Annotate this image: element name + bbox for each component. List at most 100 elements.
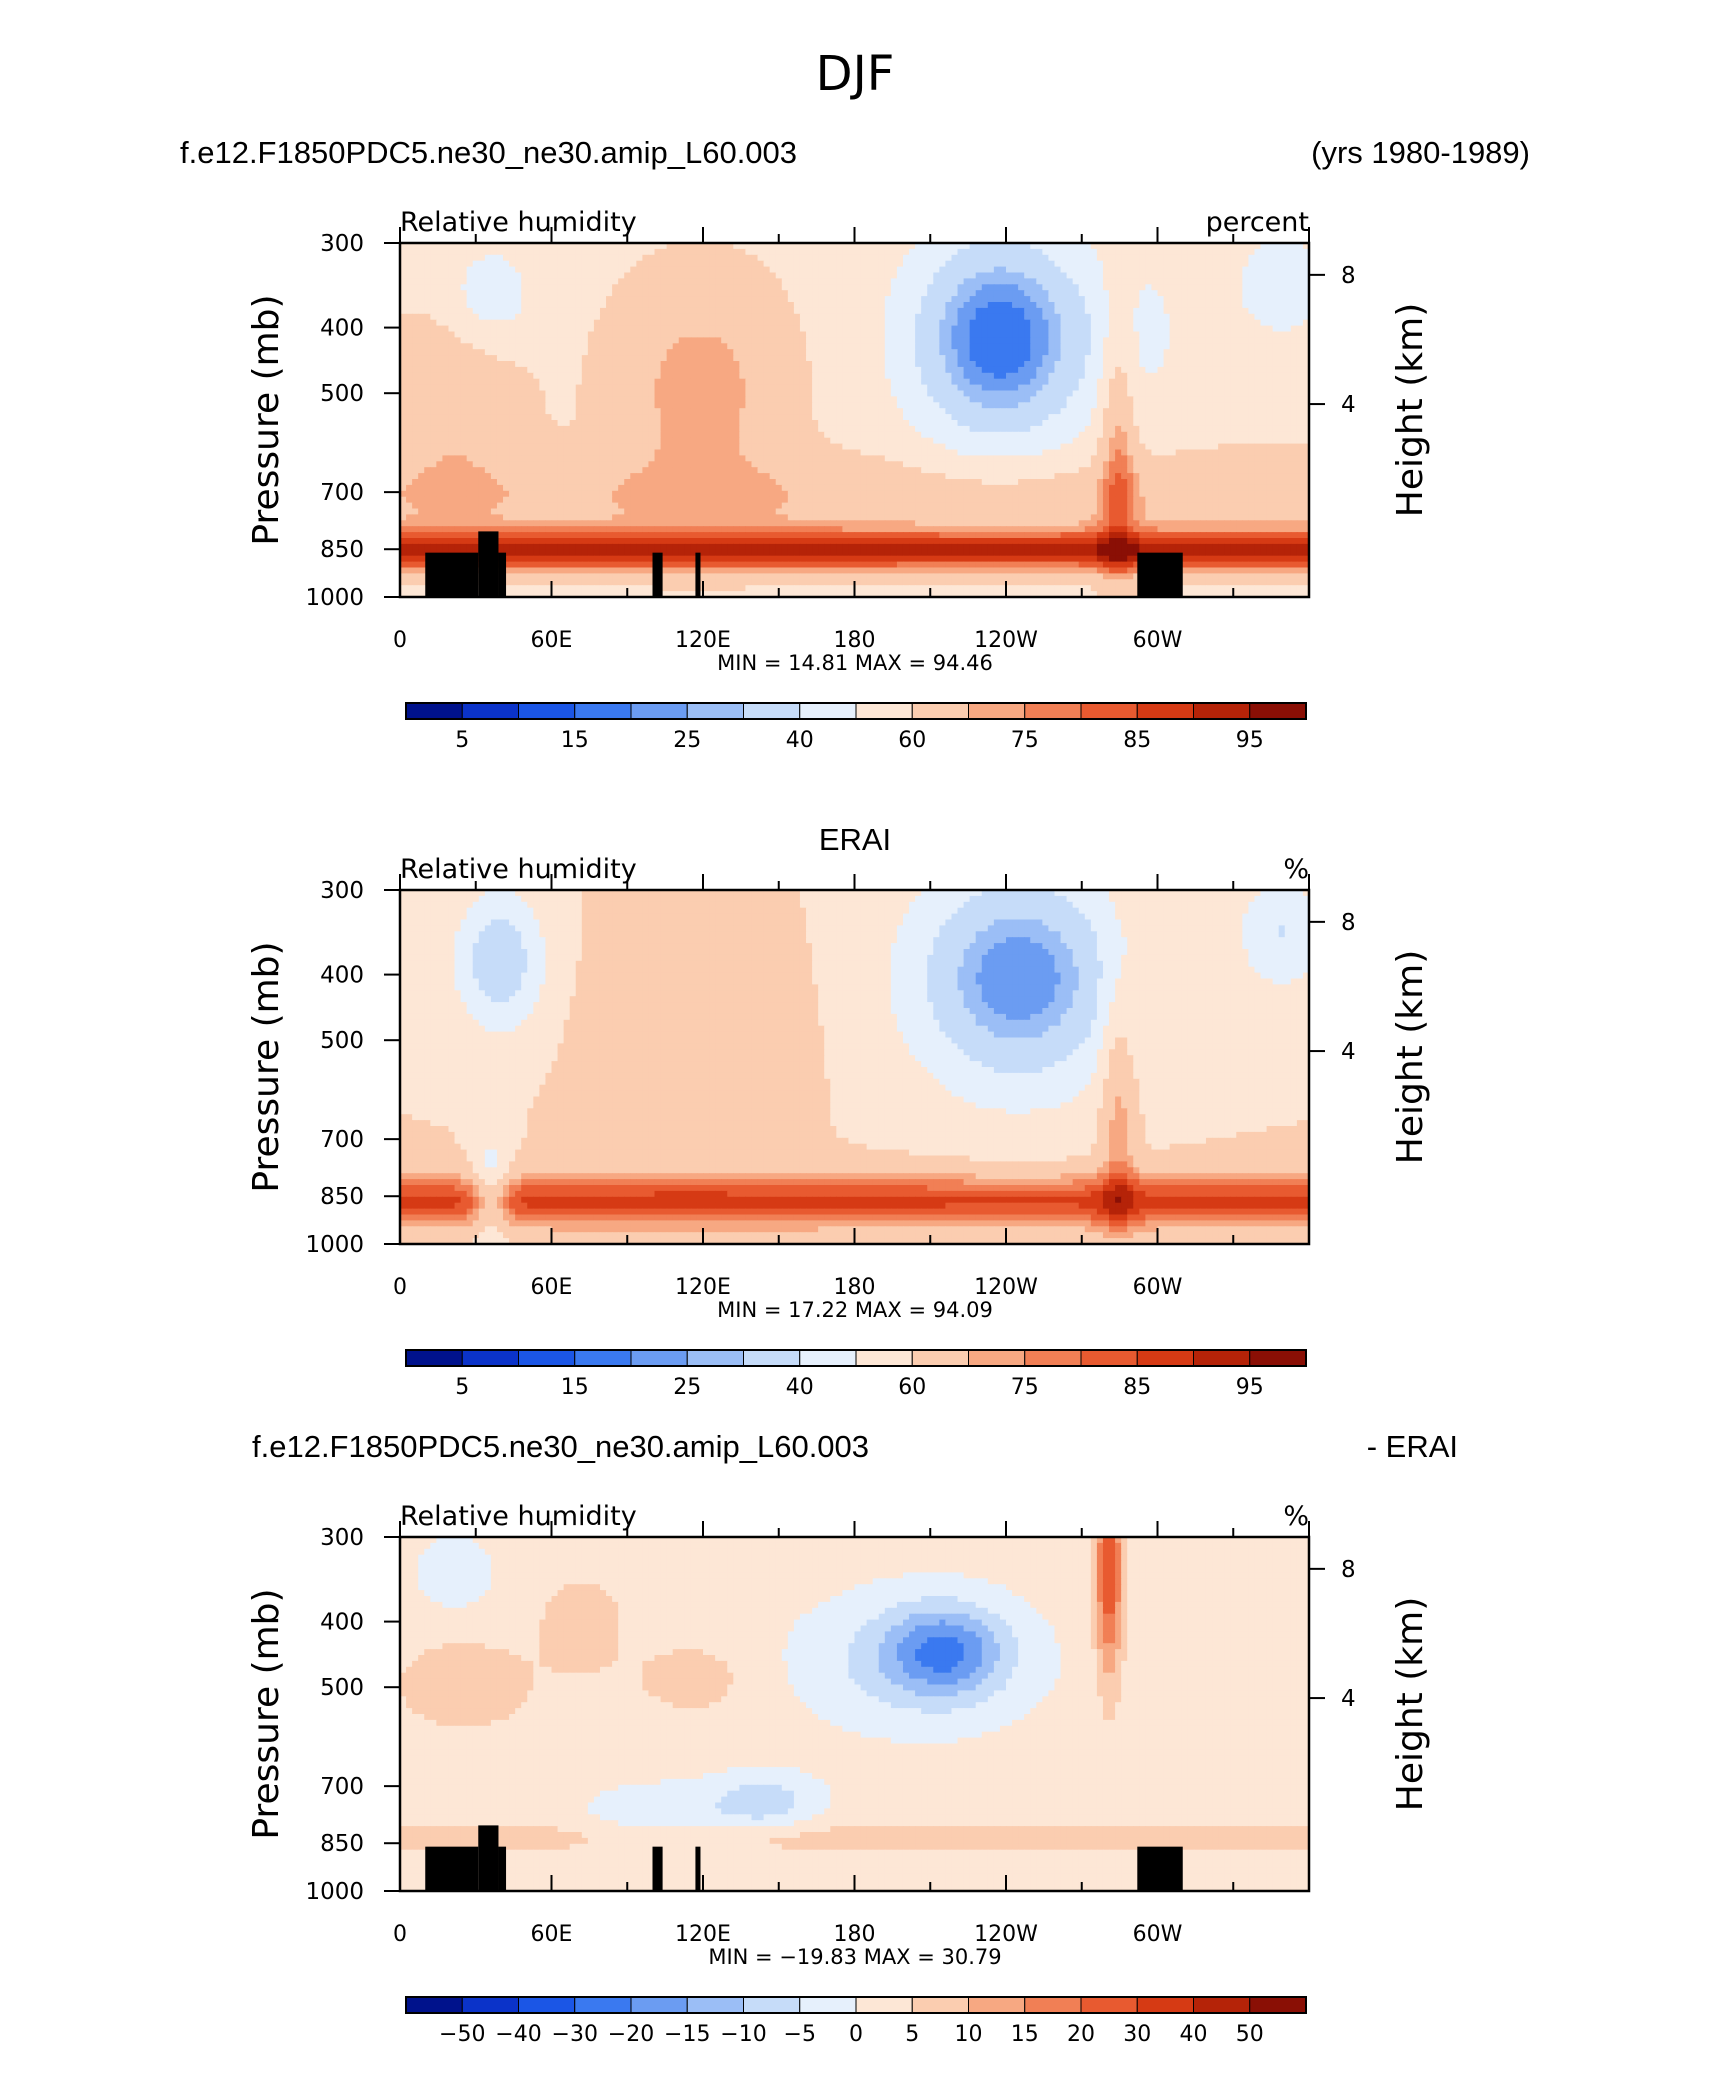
contour-cell [442,278,449,285]
contour-cell [606,320,613,327]
contour-cell [1236,249,1243,256]
contour-cell [1061,337,1068,344]
contour-cell [1048,385,1055,392]
contour-cell [891,337,898,344]
contour-cell [624,278,631,285]
contour-cell [1206,420,1213,427]
panel-title-right: (yrs 1980-1989) [1311,135,1530,170]
contour-cell [485,296,492,303]
contour-cell [933,391,940,398]
contour-cell [976,296,983,303]
contour-cell [1230,273,1237,280]
contour-cell [1103,414,1110,421]
contour-cell [636,385,643,392]
contour-cell [842,308,849,315]
contour-cell [739,420,746,427]
contour-cell [1206,255,1213,261]
contour-cell [430,361,437,368]
contour-cell [1170,420,1177,427]
contour-cell [794,343,801,350]
contour-cell [436,326,443,333]
contour-cell [473,326,480,333]
contour-cell [545,255,552,261]
contour-cell [1188,255,1195,261]
contour-cell [836,308,843,315]
contour-cell [897,278,904,285]
contour-cell [442,308,449,315]
contour-cell [491,249,498,256]
contour-cell [673,355,680,362]
contour-cell [588,278,595,285]
contour-cell [764,261,771,268]
contour-cell [588,396,595,403]
contour-cell [1091,332,1098,339]
contour-cell [867,302,874,309]
contour-cell [964,337,971,344]
contour-cell [430,438,437,445]
contour-cell [570,426,577,433]
contour-cell [497,284,504,291]
contour-cell [1151,273,1158,280]
contour-cell [703,249,710,256]
contour-cell [424,367,431,374]
contour-cell [818,273,825,280]
contour-cell [1158,314,1165,321]
contour-cell [1121,373,1128,380]
contour-cell [1121,385,1128,392]
contour-cell [642,261,649,268]
contour-cell [782,379,789,386]
contour-cell [485,414,492,421]
contour-cell [818,337,825,344]
contour-cell [909,326,916,333]
contour-cell [739,255,746,261]
contour-cell [1242,320,1249,327]
contour-cell [891,355,898,362]
contour-cell [552,337,559,344]
contour-cell [1103,385,1110,392]
contour-cell [1079,267,1086,274]
contour-cell [1042,367,1049,374]
contour-cell [824,296,831,303]
contour-cell [709,314,716,321]
contour-cell [1073,385,1080,392]
contour-cell [958,308,965,315]
contour-cell [818,255,825,261]
contour-cell [885,373,892,380]
contour-cell [1091,337,1098,344]
contour-cell [1212,332,1219,339]
contour-cell [1206,337,1213,344]
contour-cell [939,355,946,362]
contour-cell [770,273,777,280]
contour-cell [709,255,716,261]
contour-cell [1000,379,1007,386]
contour-cell [1158,396,1165,403]
contour-cell [436,296,443,303]
contour-cell [842,284,849,291]
contour-cell [709,385,716,392]
contour-cell [1127,343,1134,350]
contour-cell [558,361,565,368]
contour-cell [1291,296,1298,303]
contour-cell [1048,396,1055,403]
contour-cell [1291,326,1298,333]
contour-cell [521,391,528,398]
contour-cell [733,343,740,350]
contour-cell [406,290,413,297]
contour-cell [527,408,534,415]
contour-cell [1097,267,1104,274]
contour-cell [745,355,752,362]
contour-cell [970,426,977,433]
contour-cell [545,320,552,327]
contour-cell [491,396,498,403]
contour-cell [836,414,843,421]
contour-cell [1109,337,1116,344]
contour-cell [994,420,1001,427]
contour-cell [497,391,504,398]
contour-cell [1079,408,1086,415]
contour-cell [1042,296,1049,303]
contour-cell [448,414,455,421]
contour-cell [667,255,674,261]
contour-cell [424,379,431,386]
contour-cell [885,255,892,261]
contour-cell [1079,314,1086,321]
